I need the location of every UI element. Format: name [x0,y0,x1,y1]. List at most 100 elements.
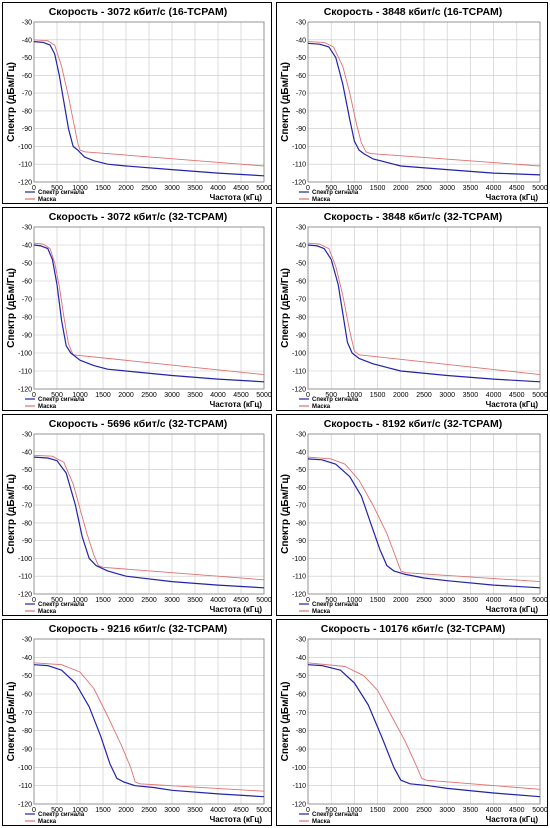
chart-title: Скорость - 3848 кбит/с (32-TCPAM) [324,211,503,223]
y-tick-label: -40 [296,655,306,662]
x-tick-label: 500 [51,597,63,604]
x-tick-label: 1500 [95,597,111,604]
y-tick-label: -60 [296,73,306,80]
y-tick-label: -90 [22,747,32,754]
x-tick-label: 5000 [532,597,548,604]
series-line-signal [33,41,265,177]
y-tick-label: -110 [19,574,33,581]
axes-frame [307,21,541,183]
x-tick-label: 1500 [95,185,111,192]
series-line-mask [307,456,541,583]
series-line-signal [33,664,265,798]
y-tick-label: -40 [22,655,32,662]
y-tick-label: -100 [18,351,32,358]
legend-entry: Маска [312,404,331,410]
x-tick-label: 1500 [95,807,111,814]
x-tick-label: 4500 [509,807,525,814]
y-tick-label: -80 [22,728,32,735]
y-tick-label: -90 [22,538,32,545]
series-line-signal [307,244,541,383]
y-tick-label: -120 [292,802,306,809]
x-tick-label: 3500 [463,392,479,399]
x-tick-label: 500 [51,392,63,399]
series-line-mask [33,39,265,167]
series-line-mask [307,662,541,790]
x-tick-label: 500 [325,392,337,399]
x-tick-label: 4500 [509,185,525,192]
x-tick-label: 2000 [118,597,134,604]
chart-title: Скорость - 3848 кбит/с (16-TCPAM) [324,6,503,18]
y-axis-label: Спектр (дБм/Гц) [280,474,291,554]
axes-frame [307,433,541,595]
x-tick-label: 0 [32,392,36,399]
x-tick-label: 1500 [95,392,111,399]
x-tick-label: 500 [51,807,63,814]
y-tick-label: -110 [19,162,33,169]
y-tick-label: -40 [296,243,306,250]
x-tick-label: 2000 [118,185,134,192]
x-tick-label: 2000 [393,392,409,399]
y-tick-label: -70 [22,297,32,304]
chart-panel: Скорость - 3848 кбит/с (16-TCPAM) -30 -40 -… [276,2,548,204]
y-tick-label: -90 [296,747,306,754]
x-tick-label: 3500 [187,392,203,399]
y-tick-label: -50 [296,467,306,474]
x-tick-label: 0 [306,597,310,604]
axes-frame [307,638,541,805]
y-axis-label: Спектр (дБм/Гц) [280,268,291,348]
chart-svg: Скорость - 8192 кбит/с (32-TCPAM) -30 -40 -… [280,418,548,615]
x-tick-label: 1000 [347,392,363,399]
x-tick-label: 3500 [187,185,203,192]
y-tick-label: -110 [19,369,33,376]
x-tick-label: 3000 [164,597,180,604]
x-tick-label: 1000 [72,597,88,604]
y-tick-label: -30 [22,432,32,439]
chart-panel: Скорость - 8192 кбит/с (32-TCPAM) -30 -40 -… [276,414,548,616]
y-tick-label: -110 [293,783,307,790]
legend-entry: Спектр сигнала [38,190,85,196]
x-axis-label: Частота (кГц) [486,815,539,824]
x-tick-label: 4000 [210,185,226,192]
y-tick-label: -90 [22,333,32,340]
x-tick-label: 0 [32,807,36,814]
chart-svg: Скорость - 10176 кбит/с (32-TCPAM) -30 -40… [280,623,548,825]
x-tick-label: 1000 [72,185,88,192]
series-line-signal [33,244,265,383]
x-axis-label: Частота (кГц) [210,193,263,202]
y-tick-label: -100 [18,765,32,772]
x-tick-label: 4500 [233,597,249,604]
legend-entry: Спектр сигнала [312,602,359,608]
series-line-signal [307,664,541,798]
y-tick-label: -80 [296,520,306,527]
x-tick-label: 3500 [187,597,203,604]
y-tick-label: -60 [296,692,306,699]
x-tick-label: 3500 [463,807,479,814]
y-tick-label: -40 [22,37,32,44]
x-tick-label: 0 [306,185,310,192]
x-axis-label: Частота (кГц) [486,605,539,614]
y-tick-label: -40 [22,243,32,250]
legend-entry: Маска [38,404,57,410]
x-tick-label: 4000 [486,807,502,814]
y-tick-label: -100 [18,556,32,563]
x-tick-label: 1000 [347,597,363,604]
x-tick-label: 2500 [416,392,432,399]
x-tick-label: 1500 [370,807,386,814]
y-tick-label: -60 [296,485,306,492]
x-tick-label: 3000 [439,597,455,604]
y-tick-label: -50 [296,55,306,62]
x-tick-label: 1000 [347,185,363,192]
axes-frame [33,226,265,390]
x-tick-label: 2000 [393,597,409,604]
x-tick-label: 4500 [509,597,525,604]
axes-frame [33,638,265,805]
y-tick-label: -70 [296,297,306,304]
legend-entry: Маска [312,197,331,203]
y-tick-label: -70 [22,710,32,717]
y-tick-label: -70 [296,503,306,510]
x-tick-label: 3500 [463,597,479,604]
chart-panel: Скорость - 3072 кбит/с (32-TCPAM) -30 -40 -… [2,207,272,411]
y-tick-label: -50 [22,467,32,474]
x-tick-label: 4000 [210,597,226,604]
y-tick-label: -80 [296,728,306,735]
